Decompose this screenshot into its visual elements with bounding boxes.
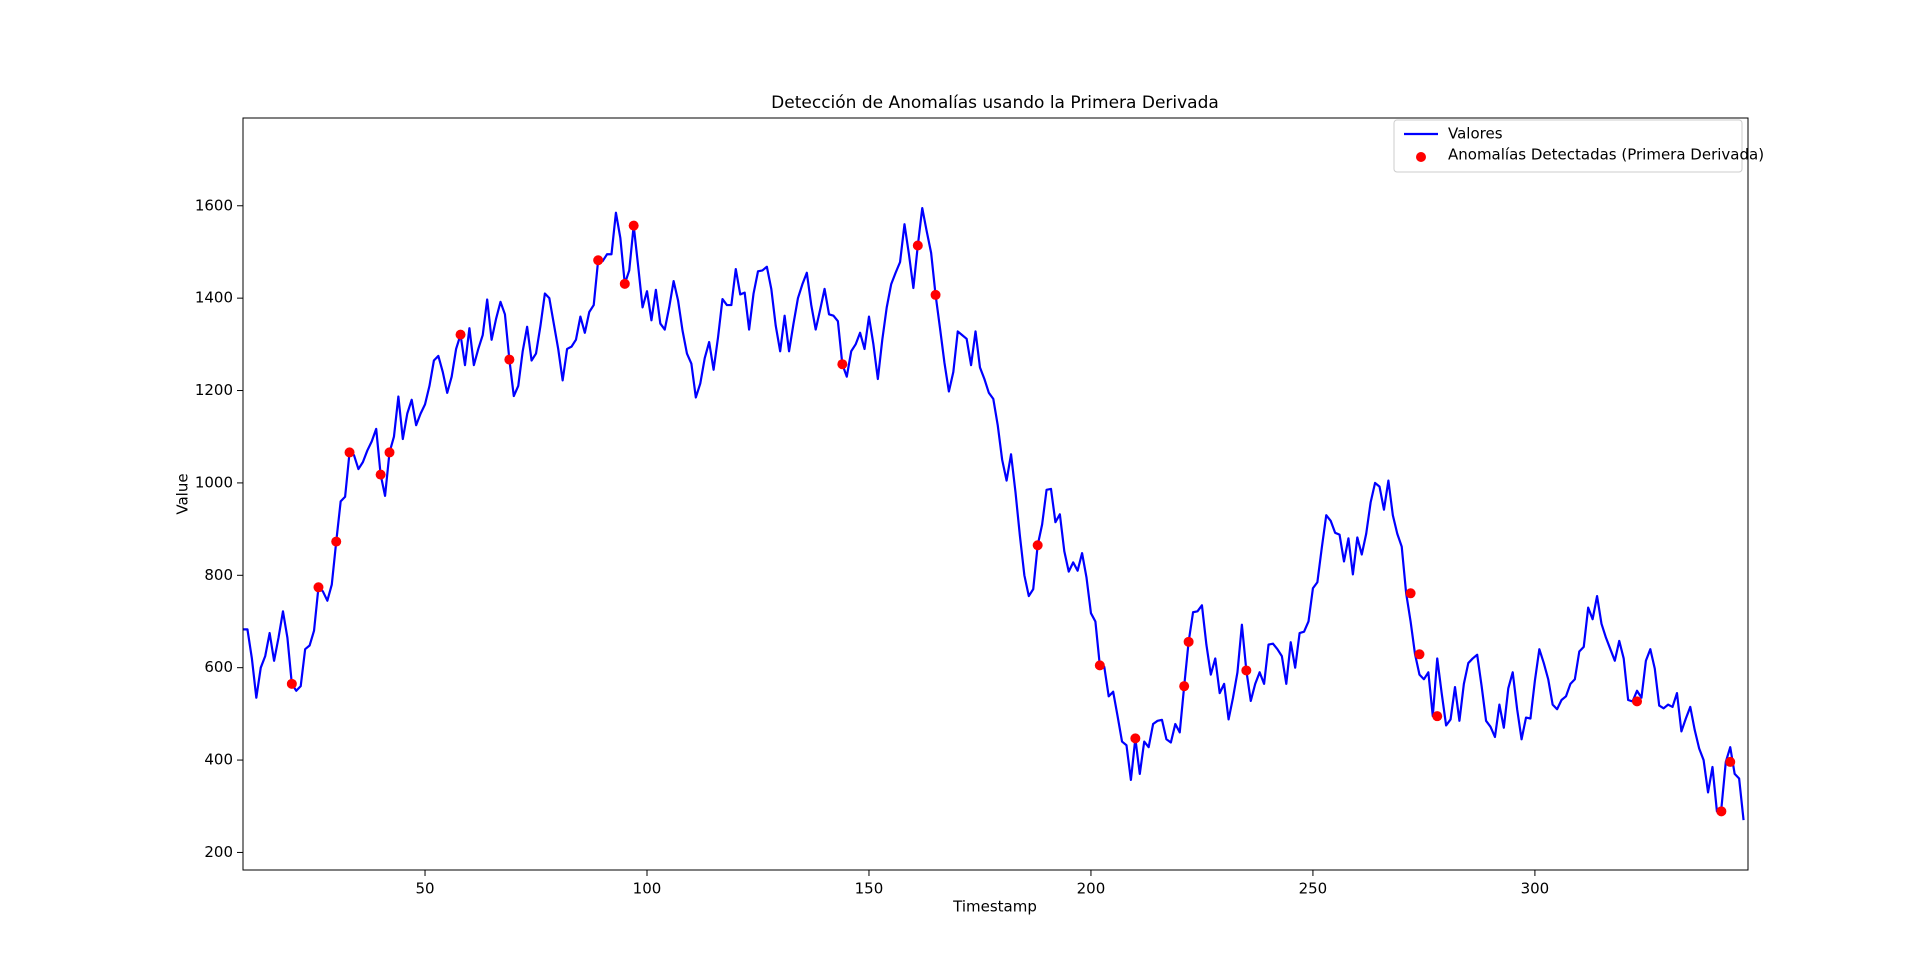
plot-frame [242,117,1749,871]
series-line [243,206,1745,821]
y-tick-label: 400 [204,751,233,769]
anomaly-point [1725,756,1736,767]
anomaly-point [1130,733,1141,744]
legend-label: Anomalías Detectadas (Primera Derivada) [1448,146,1764,164]
chart-title: Detección de Anomalías usando la Primera… [771,93,1219,113]
anomaly-point [384,447,395,458]
anomaly-point [628,220,639,231]
y-tick-label: 800 [204,566,233,584]
x-tick-label: 50 [415,880,434,898]
anomaly-point [930,289,941,300]
legend-box [1393,119,1743,173]
legend: Valores Anomalías Detectadas (Primera Der… [1393,119,1764,173]
x-tick-label: 300 [1521,880,1550,898]
legend-label: Valores [1448,125,1503,143]
anomaly-point [1405,588,1416,599]
legend-marker [1416,152,1426,162]
anomaly-point [375,469,386,480]
anomaly-point [1183,636,1194,647]
y-axis-label: Value [174,473,192,514]
anomaly-point [593,255,604,266]
anomaly-point [331,536,342,547]
anomaly-point [837,359,848,370]
anomaly-point [1094,660,1105,671]
x-tick-label: 150 [855,880,884,898]
anomaly-point [1632,696,1643,707]
anomaly-point [313,582,324,593]
anomaly-point [504,354,515,365]
x-axis-label: Timestamp [952,898,1037,916]
anomaly-point [344,447,355,458]
anomaly-point [1414,649,1425,660]
anomaly-point [1032,540,1043,551]
anomaly-point [1179,681,1190,692]
anomaly-point [1432,711,1443,722]
anomaly-point [1241,665,1252,676]
y-tick-label: 1200 [195,381,233,399]
anomaly-point [286,678,297,689]
x-tick-label: 100 [633,880,662,898]
y-tick-label: 600 [204,658,233,676]
anomaly-point [912,240,923,251]
anomaly-point [619,278,630,289]
y-tick-label: 200 [204,843,233,861]
anomaly-point [1716,806,1727,817]
y-tick-label: 1600 [195,196,233,214]
x-tick-label: 250 [1299,880,1328,898]
x-tick-label: 200 [1077,880,1106,898]
y-tick-label: 1000 [195,473,233,491]
anomaly-point [455,329,466,340]
y-tick-label: 1400 [195,289,233,307]
